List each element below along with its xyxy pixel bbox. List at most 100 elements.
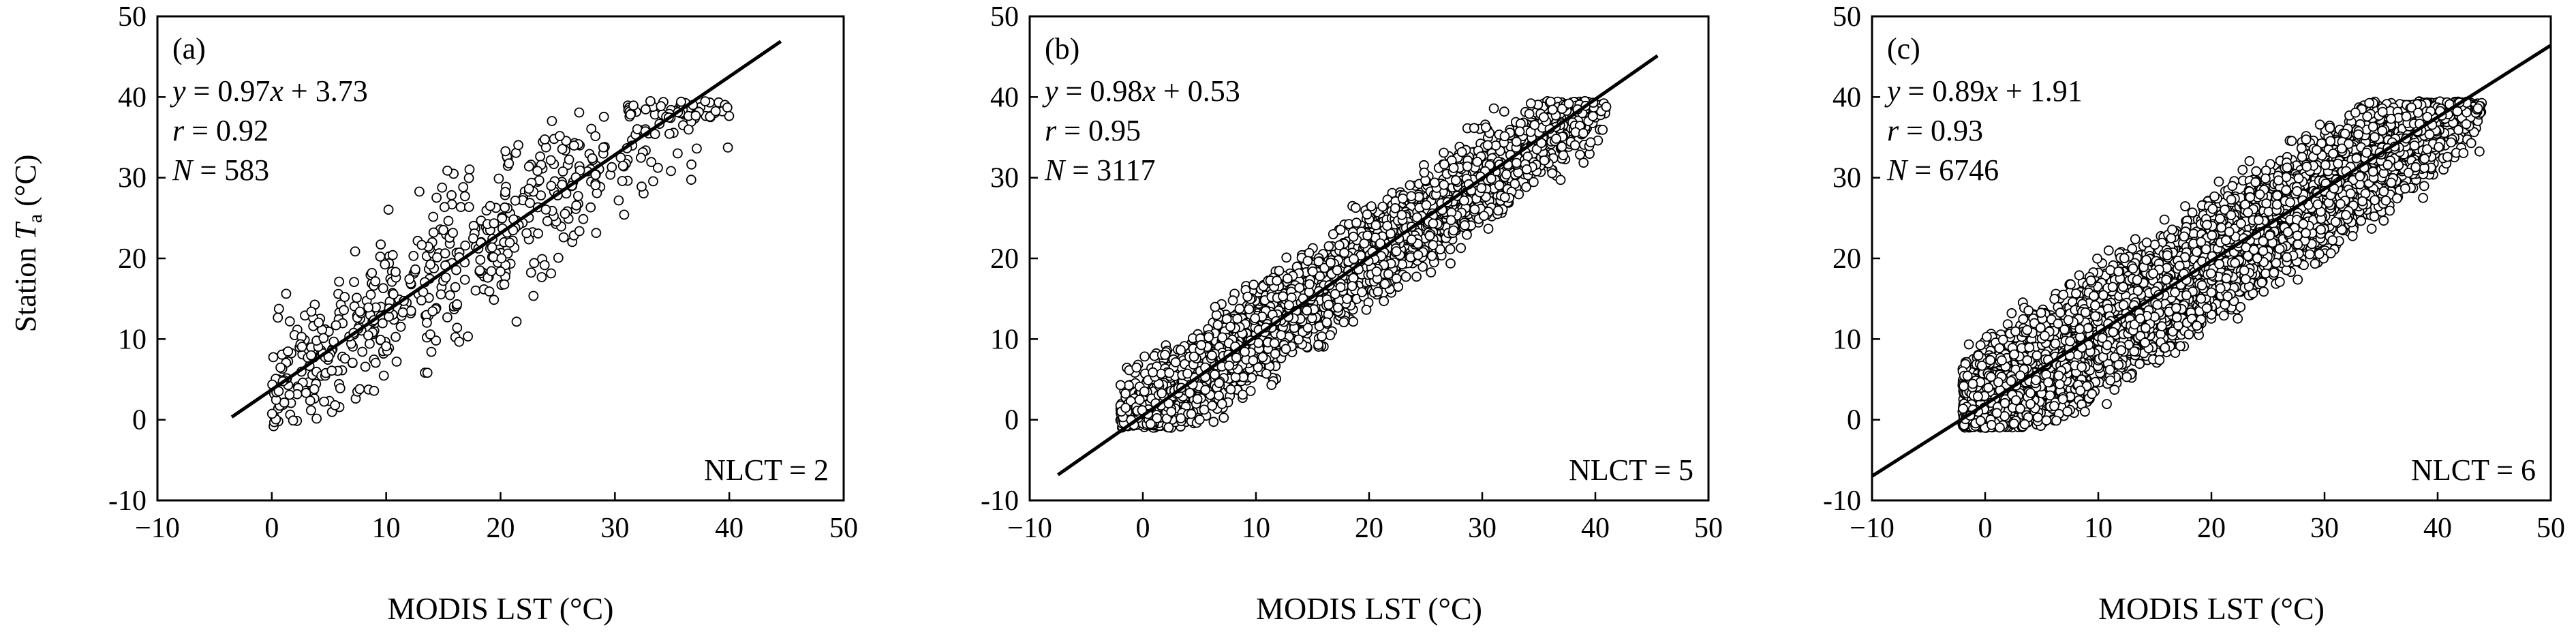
scatter-point bbox=[513, 140, 523, 151]
scatter-point bbox=[474, 265, 485, 276]
scatter-point bbox=[653, 162, 663, 173]
regression-equation: y = 0.97x + 3.73 bbox=[170, 74, 368, 108]
scatter-point bbox=[306, 306, 317, 317]
scatter-point bbox=[564, 154, 574, 165]
scatter-point bbox=[378, 318, 388, 329]
scatter-point bbox=[525, 198, 535, 209]
scatter-point bbox=[1270, 348, 1281, 359]
regression-line bbox=[1057, 54, 1659, 477]
scatter-point bbox=[1428, 218, 1439, 229]
scatter-point bbox=[1421, 200, 1432, 211]
scatter-point bbox=[628, 100, 639, 111]
scatter-point bbox=[378, 283, 388, 294]
scatter-point bbox=[500, 187, 510, 198]
scatter-point bbox=[587, 153, 598, 164]
scatter-point bbox=[1499, 192, 1510, 202]
equation-lhs: y bbox=[170, 74, 186, 108]
scatter-point bbox=[275, 362, 286, 373]
scatter-point bbox=[448, 228, 458, 239]
scatter-point bbox=[370, 357, 381, 368]
x-axis-label: MODIS LST (°C) bbox=[388, 591, 614, 626]
scatter-point bbox=[536, 272, 547, 282]
scatter-point bbox=[1248, 280, 1259, 290]
nlct-label: NLCT = 2 bbox=[704, 453, 829, 487]
scatter-point bbox=[1282, 273, 1293, 284]
y-tick-label: 50 bbox=[118, 1, 147, 33]
scatter-point bbox=[446, 190, 457, 200]
scatter-point bbox=[546, 268, 556, 279]
y-tick-label: 40 bbox=[118, 82, 147, 113]
scatter-point bbox=[470, 285, 481, 296]
scatter-point bbox=[684, 124, 694, 135]
scatter-point bbox=[1166, 406, 1177, 417]
r-symbol: r bbox=[1045, 114, 1057, 147]
scatter-point bbox=[1182, 368, 1193, 379]
scatter-point bbox=[1338, 317, 1349, 328]
n-value: = 583 bbox=[192, 153, 269, 187]
scatter-point bbox=[542, 215, 553, 226]
scatter-point bbox=[1176, 345, 1186, 355]
scatter-point bbox=[553, 252, 564, 263]
scatter-point bbox=[676, 96, 686, 107]
scatter-point bbox=[1397, 193, 1408, 204]
scatter-point bbox=[1281, 344, 1291, 355]
scatter-point bbox=[375, 239, 386, 250]
scatter-point bbox=[574, 107, 585, 118]
scatter-point bbox=[1448, 225, 1459, 236]
correlation-r: r = 0.95 bbox=[1045, 114, 1141, 147]
scatter-point bbox=[404, 273, 415, 284]
scatter-point bbox=[489, 218, 500, 229]
panel-label: (a) bbox=[172, 32, 206, 65]
scatter-point bbox=[459, 274, 470, 285]
scatter-point bbox=[463, 331, 473, 342]
scatter-point bbox=[284, 389, 295, 400]
scatter-point bbox=[381, 341, 391, 352]
n-symbol: N bbox=[172, 153, 194, 187]
scatter-point bbox=[710, 106, 721, 117]
y-tick-label: 10 bbox=[118, 324, 147, 355]
scatter-point bbox=[450, 282, 461, 292]
scatter-point bbox=[1325, 257, 1336, 268]
scatter-point bbox=[617, 160, 628, 171]
scatter-point bbox=[1362, 209, 1373, 220]
scatter-point bbox=[1521, 164, 1532, 175]
x-tick-label: 30 bbox=[1468, 513, 1497, 544]
scatter-point bbox=[1332, 302, 1343, 313]
scatter-point bbox=[1373, 286, 1383, 297]
scatter-point bbox=[1558, 150, 1569, 161]
scatter-point bbox=[363, 330, 373, 341]
scatter-point bbox=[540, 204, 551, 215]
scatter-point bbox=[572, 191, 583, 201]
scatter-point bbox=[1445, 215, 1456, 226]
scatter-point bbox=[463, 202, 474, 213]
scatter-point bbox=[1216, 399, 1227, 409]
scatter-point bbox=[1377, 201, 1388, 212]
y-tick-label: 50 bbox=[990, 1, 1019, 33]
scatter-point bbox=[427, 306, 438, 317]
scatter-point bbox=[533, 228, 543, 239]
equation-lhs: y bbox=[1042, 74, 1058, 108]
scatter-point bbox=[1323, 241, 1334, 252]
scatter-point bbox=[1547, 104, 1558, 115]
scatter-point bbox=[1186, 408, 1197, 419]
scatter-point bbox=[558, 232, 569, 243]
scatter-point bbox=[301, 387, 311, 398]
scatter-point bbox=[414, 186, 425, 197]
scatter-point bbox=[1448, 162, 1459, 173]
scatter-point bbox=[625, 109, 636, 120]
scatter-point bbox=[1366, 201, 1377, 212]
scatter-point bbox=[525, 267, 536, 278]
scatter-point bbox=[443, 215, 454, 226]
scatter-point bbox=[1362, 230, 1373, 241]
nlct-label: NLCT = 5 bbox=[1569, 453, 1693, 487]
scatter-point bbox=[523, 161, 534, 172]
scatter-point bbox=[1281, 252, 1292, 263]
scatter-point bbox=[1524, 108, 1535, 119]
scatter-point bbox=[1429, 177, 1440, 188]
scatter-point bbox=[1170, 357, 1181, 367]
scatter-point bbox=[357, 346, 368, 357]
scatter-point bbox=[1439, 147, 1450, 158]
scatter-point bbox=[354, 384, 365, 395]
scatter-point bbox=[1383, 269, 1394, 280]
